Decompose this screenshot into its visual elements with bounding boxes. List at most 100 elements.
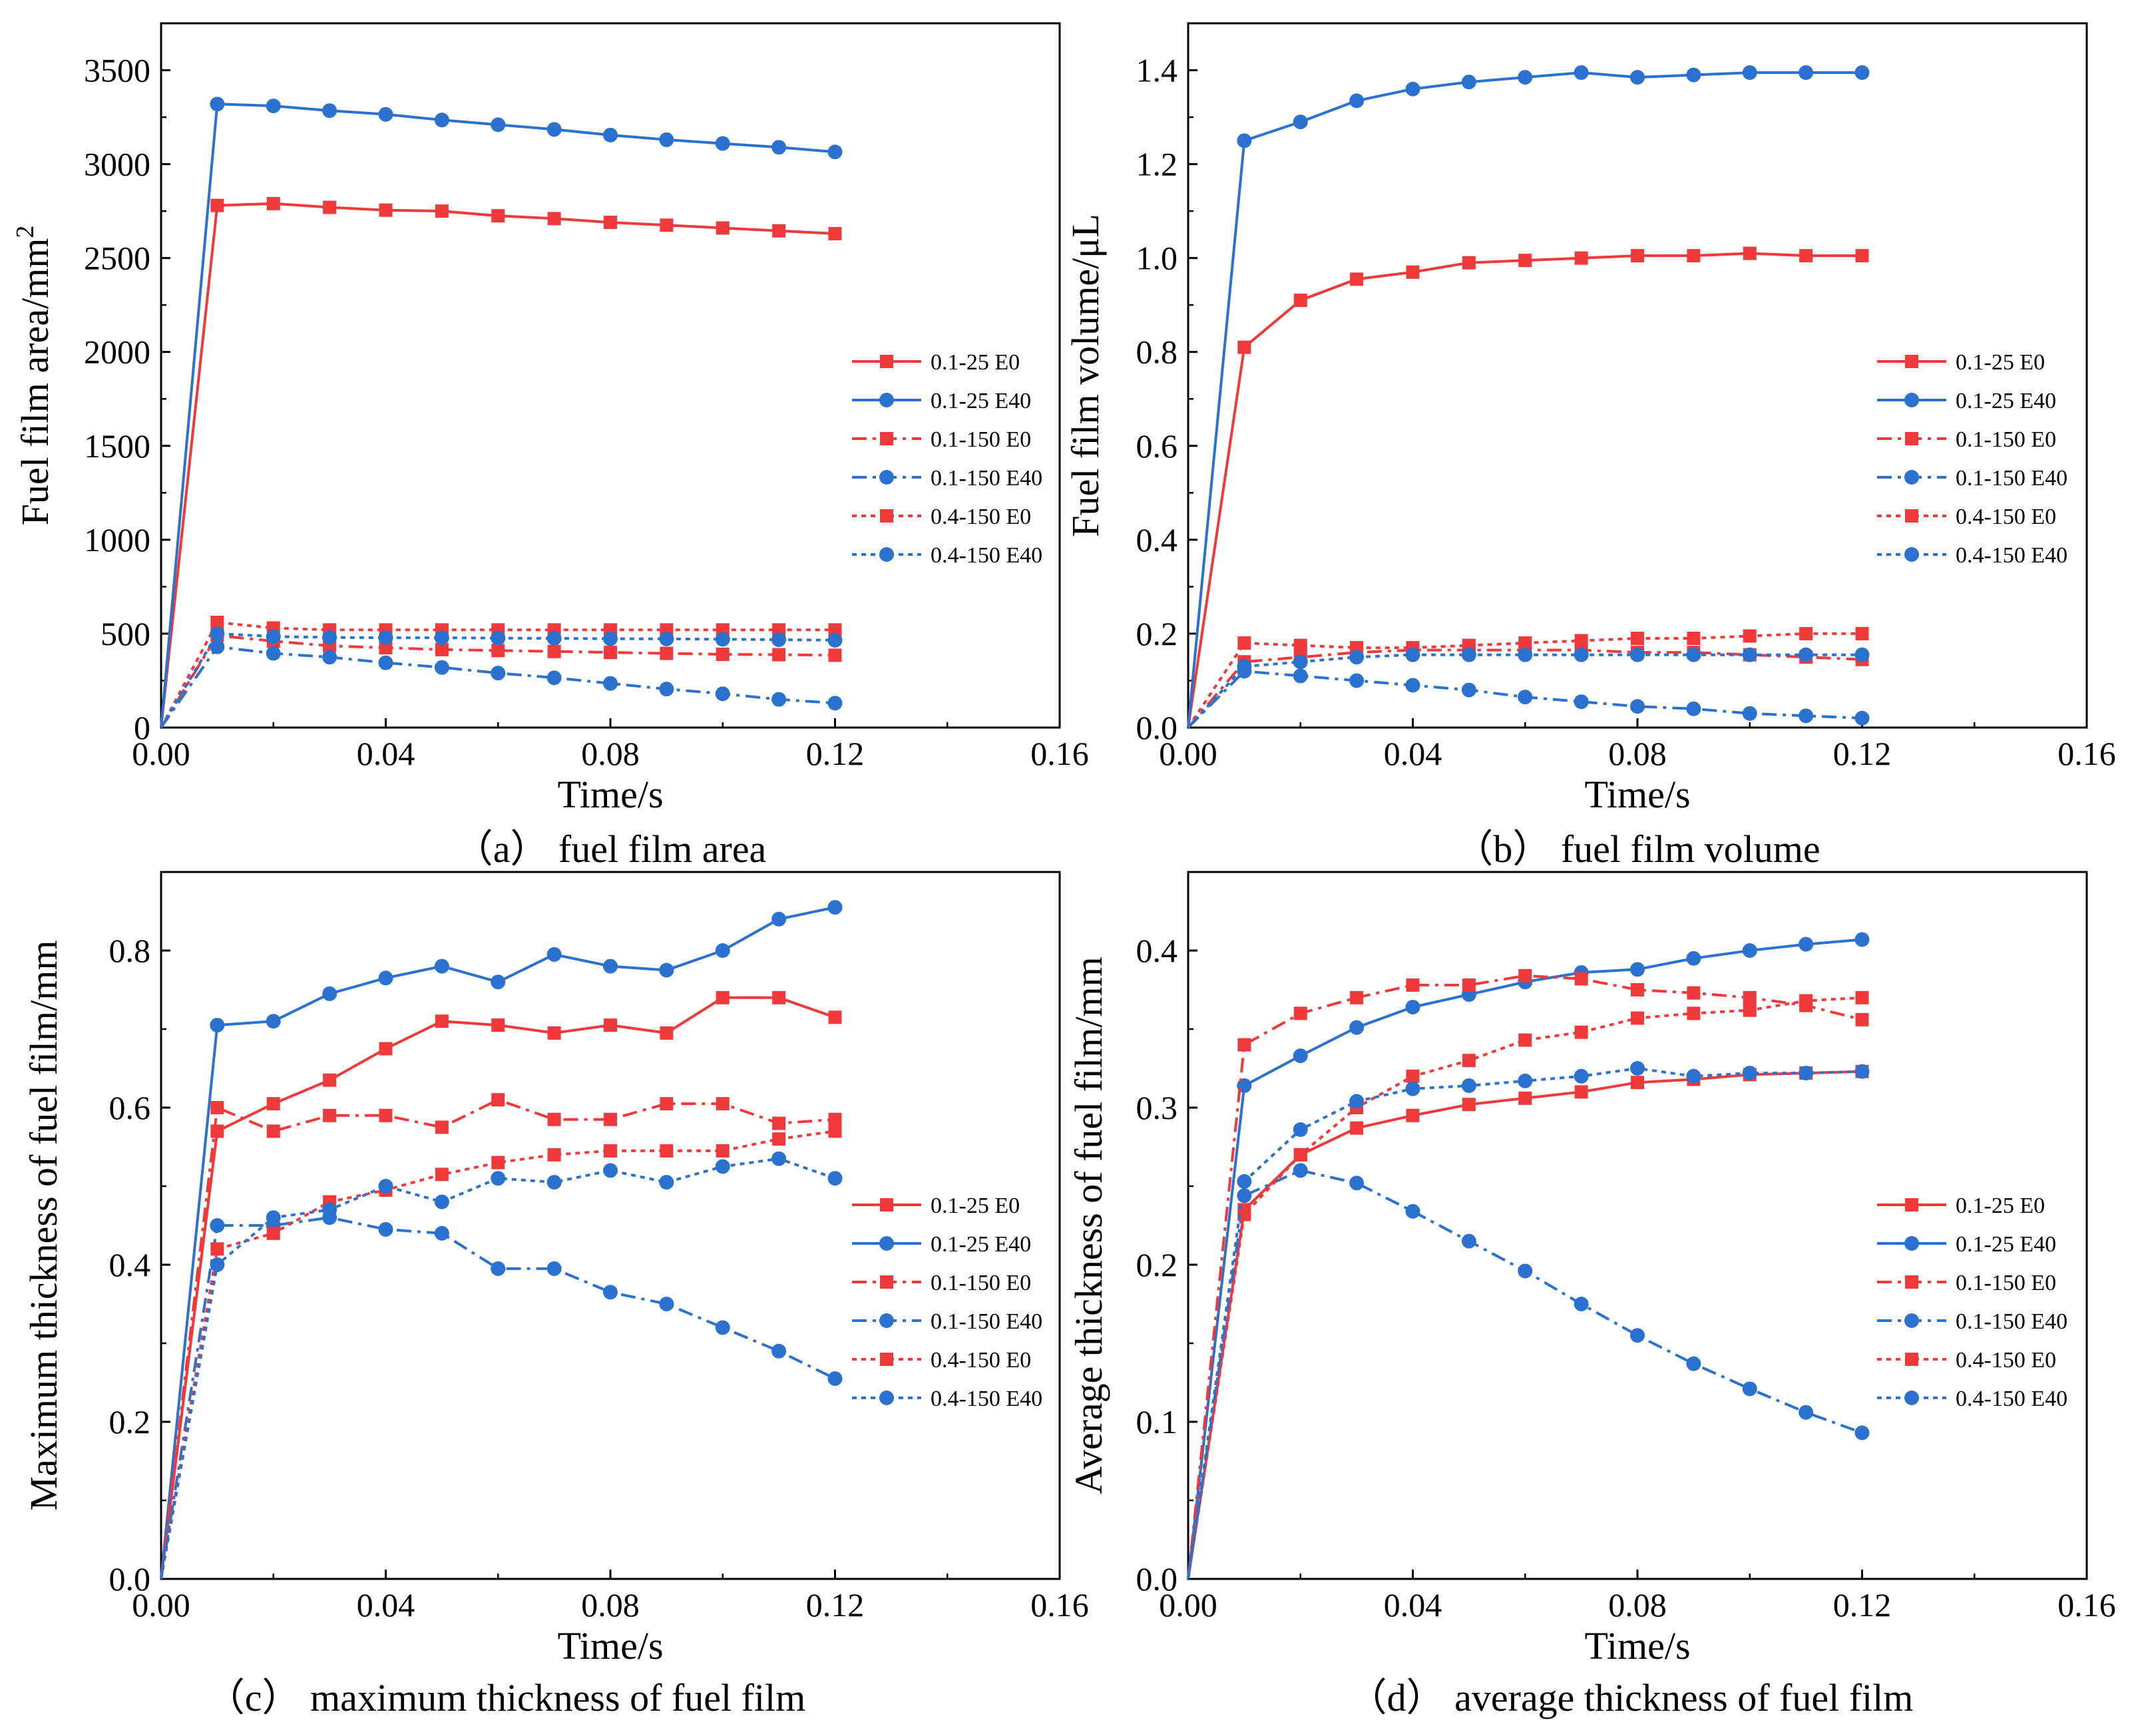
data-point-circle: [1518, 690, 1533, 705]
legend-label: 0.1-25 E40: [931, 1232, 1031, 1257]
data-point-circle: [1293, 1163, 1308, 1178]
data-point-circle: [827, 1371, 843, 1387]
caption: （c） maximum thickness of fuel film: [206, 1676, 805, 1719]
data-point-circle: [659, 631, 674, 646]
data-point-circle: [546, 947, 562, 962]
legend-label: 0.1-150 E0: [1956, 1271, 2056, 1295]
data-point-circle: [771, 632, 787, 647]
legend-label: 0.4-150 E0: [931, 505, 1031, 529]
data-point-circle: [1518, 1263, 1533, 1279]
data-point-circle: [603, 127, 618, 142]
legend-marker-square: [880, 1198, 893, 1211]
data-point-circle: [266, 99, 281, 114]
data-point-circle: [210, 626, 225, 641]
legend: 0.1-25 E0 0.1-25 E40 0.1-150 E0 0.1-150 E40…: [852, 1194, 1042, 1411]
y-tick-label: 1.0: [1136, 240, 1178, 277]
data-point-circle: [546, 670, 562, 686]
y-tick-label: 1000: [84, 521, 150, 558]
data-point-circle: [1405, 81, 1420, 97]
data-point-square: [547, 1148, 561, 1162]
series-line: [1187, 1067, 1862, 1580]
data-point-circle: [1405, 647, 1420, 662]
data-point-square: [210, 1124, 224, 1138]
data-point-circle: [1686, 951, 1701, 966]
data-point-circle: [434, 630, 449, 646]
legend-label: 0.1-25 E0: [1956, 350, 2045, 375]
data-point-circle: [210, 1018, 225, 1033]
data-point-circle: [1574, 1297, 1589, 1311]
x-tick-label: 0.12: [806, 1586, 865, 1624]
series-line: [1187, 1169, 1863, 1580]
data-point-circle: [715, 136, 730, 151]
data-point-square: [323, 200, 337, 214]
series-0-1-150-E40: [1187, 1163, 1870, 1580]
caption: （d） average thickness of fuel film: [1349, 1676, 1914, 1719]
data-point-circle: [1630, 70, 1645, 85]
data-point-square: [1406, 1069, 1420, 1083]
data-point-circle: [1293, 1048, 1308, 1064]
series-0-1-25-E0: [1187, 246, 1869, 728]
data-point-square: [1293, 1006, 1307, 1020]
legend-marker-circle: [1904, 1313, 1919, 1328]
data-point-square: [828, 226, 842, 240]
data-point-circle: [1742, 647, 1757, 662]
y-tick-label: 0.4: [1136, 932, 1178, 969]
data-point-square: [1293, 294, 1307, 308]
data-point-circle: [434, 959, 449, 974]
data-point-square: [1574, 972, 1588, 986]
data-point-circle: [603, 631, 618, 646]
data-point-square: [1406, 978, 1420, 992]
x-axis-title: Time/s: [557, 1624, 663, 1667]
data-point-circle: [210, 97, 225, 112]
data-point-square: [547, 1112, 561, 1126]
legend-label: 0.1-150 E0: [931, 427, 1031, 452]
data-point-circle: [659, 1297, 674, 1311]
data-point-square: [1518, 1033, 1532, 1047]
series-line: [160, 1157, 836, 1580]
data-point-circle: [603, 1285, 618, 1300]
legend: 0.1-25 E0 0.1-25 E40 0.1-150 E0 0.1-150 E40…: [1877, 1194, 2067, 1411]
data-point-circle: [546, 1261, 562, 1276]
data-point-square: [491, 644, 505, 658]
data-point-square: [1350, 1121, 1364, 1135]
data-point-circle: [1742, 706, 1757, 721]
data-point-circle: [1461, 1078, 1476, 1093]
data-point-circle: [1630, 1061, 1645, 1076]
data-point-circle: [1461, 1233, 1476, 1249]
y-tick-label: 1.2: [1136, 146, 1178, 183]
legend-label: 0.4-150 E40: [931, 1387, 1042, 1411]
data-point-circle: [715, 686, 730, 702]
data-point-circle: [1461, 75, 1476, 90]
data-point-circle: [1742, 943, 1757, 958]
data-point-square: [828, 1010, 842, 1024]
data-point-circle: [1237, 659, 1252, 674]
data-point-circle: [827, 696, 843, 711]
legend-label: 0.1-150 E0: [1956, 427, 2056, 452]
data-point-square: [1293, 638, 1307, 652]
data-point-square: [604, 1144, 617, 1158]
y-axis-title-text: Average thickness of fuel film/mm: [1067, 957, 1110, 1494]
legend-marker-square: [1905, 355, 1918, 368]
data-point-circle: [1349, 1094, 1365, 1109]
data-point-circle: [266, 1014, 281, 1029]
data-point-square: [1799, 249, 1813, 263]
data-point-circle: [378, 107, 393, 122]
legend-label: 0.1-25 E40: [931, 389, 1031, 413]
data-point-square: [1574, 251, 1588, 265]
y-tick-label: 2000: [84, 333, 150, 371]
data-point-square: [491, 1093, 505, 1107]
data-point-square: [379, 203, 393, 217]
data-point-square: [1293, 1148, 1307, 1162]
series-0-4-150-E40: [1187, 647, 1870, 729]
x-axis-title: Time/s: [1584, 773, 1690, 816]
x-tick-label: 0.12: [806, 735, 865, 772]
data-point-square: [1350, 990, 1364, 1004]
data-point-circle: [1686, 701, 1701, 716]
x-tick-label: 0.04: [1384, 1586, 1442, 1624]
series-line: [1187, 71, 1862, 728]
data-point-circle: [715, 632, 730, 647]
data-point-square: [604, 1112, 617, 1126]
data-point-square: [1631, 1076, 1644, 1090]
data-point-circle: [1742, 1066, 1757, 1081]
data-point-circle: [266, 646, 281, 661]
